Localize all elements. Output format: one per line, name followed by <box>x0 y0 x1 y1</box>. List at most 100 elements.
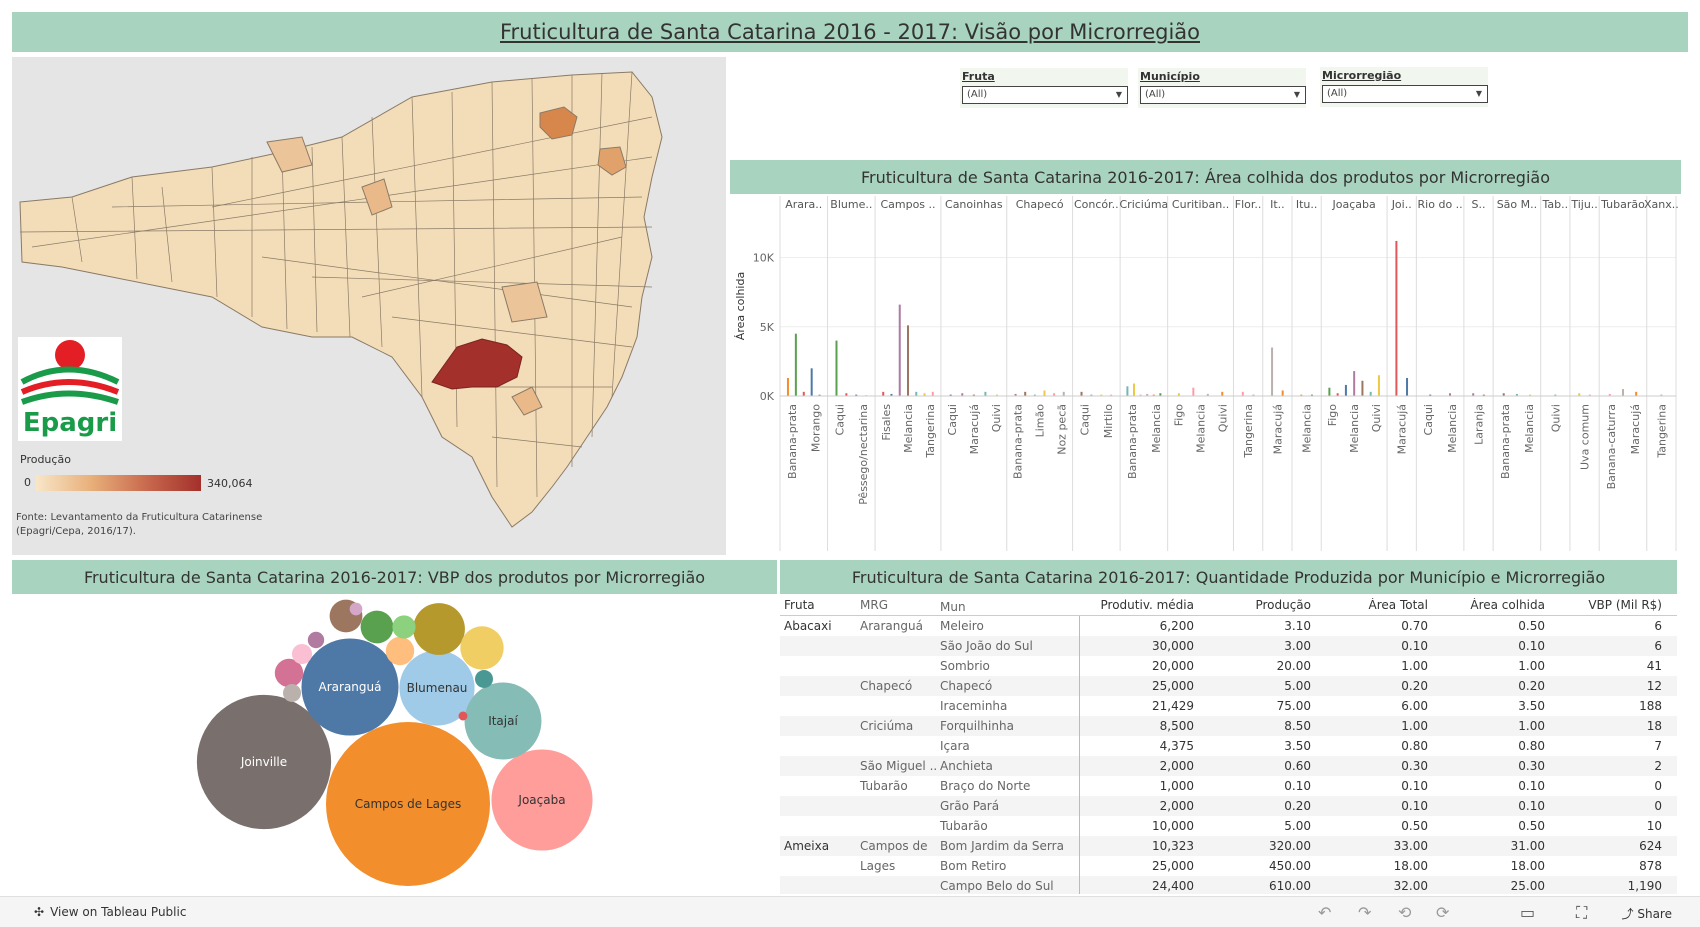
area-bar[interactable] <box>984 391 987 396</box>
region-joinville-mid[interactable] <box>597 146 627 176</box>
filter-municipio[interactable]: Município (All) ▼ <box>1138 68 1306 108</box>
vbp-bubble[interactable] <box>196 694 332 830</box>
vbp-bubble[interactable] <box>274 658 304 688</box>
region-small-3[interactable] <box>501 281 548 323</box>
area-bar[interactable] <box>1344 384 1347 396</box>
area-bar[interactable] <box>1133 383 1135 396</box>
share-button[interactable]: ⤴ Share <box>1622 905 1672 922</box>
table-row[interactable]: Criciúma Forquilhinha 8,500 8.50 1.00 1.00 18 <box>780 716 1677 736</box>
table-row[interactable]: Ameixa Campos de Bom Jardim da Serra 10,323… <box>780 836 1677 856</box>
redo-icon[interactable]: ↷ <box>1358 903 1372 922</box>
area-bar[interactable] <box>1578 393 1581 396</box>
header-fruta[interactable]: Fruta <box>784 598 815 612</box>
table-row[interactable]: Campo Belo do Sul 24,400 610.00 32.00 25.00 1… <box>780 876 1677 894</box>
area-bar[interactable] <box>907 325 909 396</box>
area-bar[interactable] <box>1281 390 1284 396</box>
area-bar[interactable] <box>1336 393 1339 396</box>
area-bar[interactable] <box>882 391 885 396</box>
area-bar[interactable] <box>1177 393 1180 396</box>
region-small-2[interactable] <box>266 136 313 173</box>
area-bar[interactable] <box>1529 394 1532 396</box>
area-bar[interactable] <box>810 368 813 396</box>
area-bar[interactable] <box>1515 393 1518 396</box>
area-bar[interactable] <box>1152 394 1155 396</box>
filter-fruta-select[interactable]: (All) ▼ <box>962 86 1128 104</box>
area-bar[interactable] <box>1271 347 1274 396</box>
area-bar[interactable] <box>1482 394 1485 396</box>
group-header[interactable]: Joi.. <box>1391 198 1412 211</box>
area-bar[interactable] <box>855 394 858 396</box>
area-bar[interactable] <box>1429 394 1432 396</box>
area-bar[interactable] <box>898 304 901 396</box>
vbp-bubble[interactable] <box>385 636 415 666</box>
area-bar[interactable] <box>1449 393 1451 396</box>
vbp-bubble[interactable] <box>291 643 313 665</box>
area-bar[interactable] <box>1621 389 1624 396</box>
area-bar[interactable] <box>1146 393 1149 396</box>
group-header[interactable]: Curitiban.. <box>1172 198 1229 211</box>
area-bar[interactable] <box>786 378 789 396</box>
group-header[interactable]: Blume.. <box>830 198 872 211</box>
vbp-bubble[interactable] <box>301 638 399 736</box>
group-header[interactable]: Arara.. <box>785 198 822 211</box>
header-producao[interactable]: Produção <box>1255 598 1311 612</box>
area-bar[interactable] <box>1361 380 1364 396</box>
area-bar[interactable] <box>1660 394 1663 396</box>
area-bar[interactable] <box>1159 393 1162 396</box>
group-header[interactable]: Joaçaba <box>1332 198 1376 211</box>
area-bar[interactable] <box>1635 391 1638 396</box>
download-icon[interactable]: ▭ <box>1520 903 1536 922</box>
undo-icon[interactable]: ↶ <box>1318 903 1332 922</box>
area-bar[interactable] <box>1502 393 1505 396</box>
filter-fruta[interactable]: Fruta (All) ▼ <box>960 68 1128 108</box>
group-header[interactable]: Chapecó <box>1016 198 1064 211</box>
area-bar[interactable] <box>1377 375 1380 396</box>
area-bar[interactable] <box>961 393 964 396</box>
area-bar[interactable] <box>1053 393 1056 396</box>
region-small-4[interactable] <box>511 386 543 416</box>
area-bar[interactable] <box>1588 394 1591 396</box>
table-row[interactable]: São Miguel .. Anchieta 2,000 0.60 0.30 0.30 2 <box>780 756 1677 776</box>
vbp-bubble[interactable] <box>399 650 475 726</box>
group-header[interactable]: Criciúma <box>1119 198 1168 211</box>
group-header[interactable]: Tiju.. <box>1570 198 1597 211</box>
area-bar[interactable] <box>1080 391 1083 396</box>
vbp-bubble[interactable] <box>392 615 416 639</box>
group-header[interactable]: São M.. <box>1497 198 1537 211</box>
area-bar[interactable] <box>1608 393 1611 396</box>
area-colhida-chart[interactable]: Área colhida 0K 5K 10K Arara.. Banana-prata Mo… <box>730 196 1681 556</box>
area-bar[interactable] <box>1406 378 1409 396</box>
table-row[interactable]: Abacaxi Araranguá Meleiro 6,200 3.10 0.70 0.50… <box>780 616 1677 636</box>
header-vbp[interactable]: VBP (Mil R$) <box>1588 598 1662 612</box>
chevron-down-icon[interactable]: ▼ <box>1115 90 1122 99</box>
area-bar[interactable] <box>1221 391 1224 396</box>
area-bar[interactable] <box>1241 391 1244 396</box>
revert-icon[interactable]: ⟲ <box>1398 903 1412 922</box>
group-header[interactable]: Flor.. <box>1235 198 1262 211</box>
vbp-bubble[interactable] <box>491 749 593 851</box>
header-mrg[interactable]: MRG <box>860 598 888 612</box>
vbp-bubble[interactable] <box>464 682 542 760</box>
santa-catarina-map[interactable] <box>12 57 726 555</box>
region-campos-de-lages[interactable] <box>431 338 523 390</box>
vbp-bubble[interactable] <box>413 603 465 655</box>
area-bar[interactable] <box>1554 394 1557 396</box>
filter-microrregiao[interactable]: Microrregião (All) ▼ <box>1320 67 1488 107</box>
table-row[interactable]: Iraceminha 21,429 75.00 6.00 3.50 188 <box>780 696 1677 716</box>
vbp-bubble[interactable] <box>349 602 363 616</box>
table-row[interactable]: Tubarão Braço do Norte 1,000 0.10 0.10 0.10 0 <box>780 776 1677 796</box>
table-row[interactable]: Chapecó Chapecó 25,000 5.00 0.20 0.20 12 <box>780 676 1677 696</box>
group-header[interactable]: Itu.. <box>1296 198 1318 211</box>
area-bar[interactable] <box>1033 394 1036 396</box>
group-header[interactable]: Rio do .. <box>1418 198 1463 211</box>
area-bar[interactable] <box>1126 386 1129 396</box>
area-bar[interactable] <box>845 393 848 396</box>
vbp-bubble[interactable] <box>460 626 504 670</box>
area-bar[interactable] <box>1090 394 1093 396</box>
filter-microrregiao-select[interactable]: (All) ▼ <box>1322 85 1488 103</box>
group-header[interactable]: Tubarão <box>1600 198 1645 211</box>
table-row[interactable]: São João do Sul 30,000 3.00 0.10 0.10 6 <box>780 636 1677 656</box>
group-header[interactable]: Concór.. <box>1074 198 1119 211</box>
vbp-bubble[interactable] <box>475 670 493 688</box>
vbp-bubble[interactable] <box>307 631 325 649</box>
